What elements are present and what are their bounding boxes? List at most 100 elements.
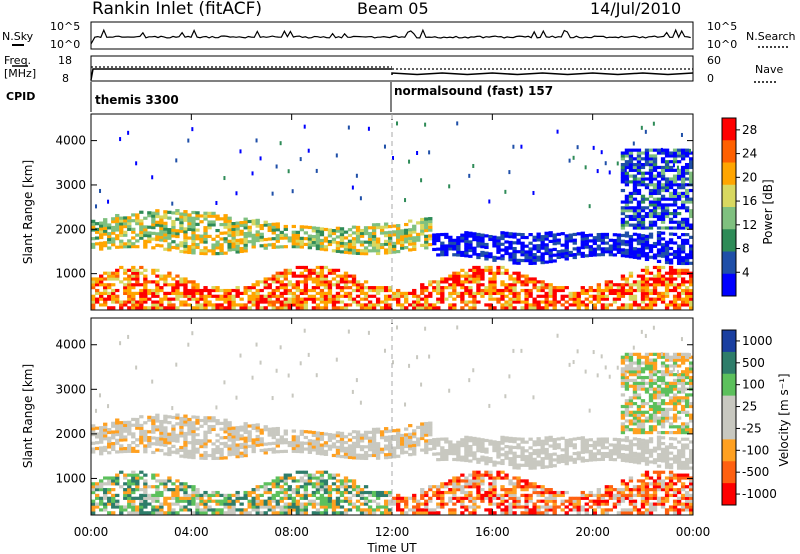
velocity-cell xyxy=(428,424,433,428)
power-cell xyxy=(572,232,577,237)
velocity-cell xyxy=(291,443,296,448)
power-cell xyxy=(275,245,280,249)
power-cell xyxy=(424,300,429,304)
power-cell xyxy=(183,300,188,304)
power-cell xyxy=(371,226,377,230)
power-cell xyxy=(632,183,638,187)
power-cell xyxy=(644,237,650,241)
power-cell xyxy=(379,306,385,310)
velocity-cell xyxy=(624,402,630,406)
velocity-cell xyxy=(227,508,232,512)
velocity-cell xyxy=(347,455,353,460)
power-cell xyxy=(684,148,690,152)
power-cell xyxy=(620,288,626,293)
power-cell xyxy=(379,286,385,290)
power-cell xyxy=(267,300,272,304)
velocity-cell xyxy=(620,413,626,417)
velocity-cell xyxy=(640,453,646,457)
power-cell xyxy=(263,283,268,287)
velocity-cell xyxy=(564,499,569,503)
velocity-cell xyxy=(243,451,248,455)
power-cell xyxy=(460,297,465,301)
velocity-cell xyxy=(632,345,635,350)
velocity-cell xyxy=(223,499,228,503)
velocity-cell xyxy=(460,479,465,483)
velocity-cell xyxy=(476,440,481,444)
velocity-cell xyxy=(355,499,361,503)
velocity-cell xyxy=(347,450,353,454)
power-cell xyxy=(303,124,306,129)
velocity-cell xyxy=(428,496,433,500)
power-cell xyxy=(464,245,469,249)
power-cell xyxy=(131,297,136,301)
velocity-cell xyxy=(251,490,256,495)
velocity-cell xyxy=(147,441,152,445)
power-cell xyxy=(640,283,646,287)
velocity-cell xyxy=(175,413,180,417)
velocity-cell xyxy=(159,440,164,444)
power-cell xyxy=(259,294,264,298)
velocity-cell xyxy=(223,418,228,422)
velocity-cell xyxy=(199,511,204,515)
power-cell xyxy=(119,225,124,229)
power-cell xyxy=(171,245,176,250)
power-cell xyxy=(476,300,481,304)
velocity-cell xyxy=(331,436,337,440)
velocity-cell xyxy=(432,490,437,495)
velocity-cell xyxy=(472,496,477,500)
power-cell xyxy=(660,147,663,152)
power-cell xyxy=(275,164,278,169)
velocity-cell xyxy=(359,439,365,443)
velocity-cell xyxy=(628,439,634,443)
power-cell xyxy=(504,268,509,272)
power-cell xyxy=(271,228,276,232)
power-cell xyxy=(508,170,511,175)
power-cell xyxy=(263,306,268,310)
power-cell xyxy=(99,297,104,301)
velocity-cell xyxy=(243,511,248,515)
power-cell xyxy=(628,154,634,158)
power-cell xyxy=(516,291,521,296)
power-cell xyxy=(588,294,593,298)
velocity-cell xyxy=(604,511,610,515)
power-cell xyxy=(452,288,457,293)
velocity-cell xyxy=(347,508,353,512)
power-cell xyxy=(115,300,120,304)
power-cell xyxy=(608,288,614,293)
power-cell xyxy=(648,188,654,193)
velocity-cell xyxy=(420,490,425,495)
power-cell xyxy=(504,246,509,250)
power-cell xyxy=(524,283,529,287)
power-cell xyxy=(143,231,148,235)
velocity-cell xyxy=(544,436,549,440)
power-cell xyxy=(163,294,168,298)
velocity-cell xyxy=(544,465,549,469)
power-cell xyxy=(367,231,373,236)
velocity-cell xyxy=(191,441,196,445)
power-cell xyxy=(299,306,305,310)
power-cell xyxy=(668,151,674,155)
power-cell xyxy=(227,216,232,220)
power-cell xyxy=(660,206,666,210)
power-cell xyxy=(580,288,585,293)
power-cell xyxy=(412,247,417,251)
power-cell xyxy=(371,237,377,241)
power-cell xyxy=(119,228,124,232)
power-cell xyxy=(215,252,220,256)
power-cell xyxy=(363,249,369,253)
velocity-cell xyxy=(183,440,188,444)
velocity-cell xyxy=(143,485,148,489)
velocity-cell xyxy=(331,482,337,486)
power-cell xyxy=(668,226,674,230)
power-cell xyxy=(680,303,686,307)
velocity-cell xyxy=(408,363,411,368)
power-cell xyxy=(155,291,160,296)
power-cell xyxy=(672,194,678,198)
power-cell xyxy=(263,300,268,304)
power-cell xyxy=(680,171,686,175)
nsearch-label: N.Search xyxy=(746,30,796,43)
velocity-cell xyxy=(235,437,240,441)
power-cell xyxy=(644,160,650,164)
velocity-cell xyxy=(516,437,521,441)
velocity-cell xyxy=(187,452,192,456)
